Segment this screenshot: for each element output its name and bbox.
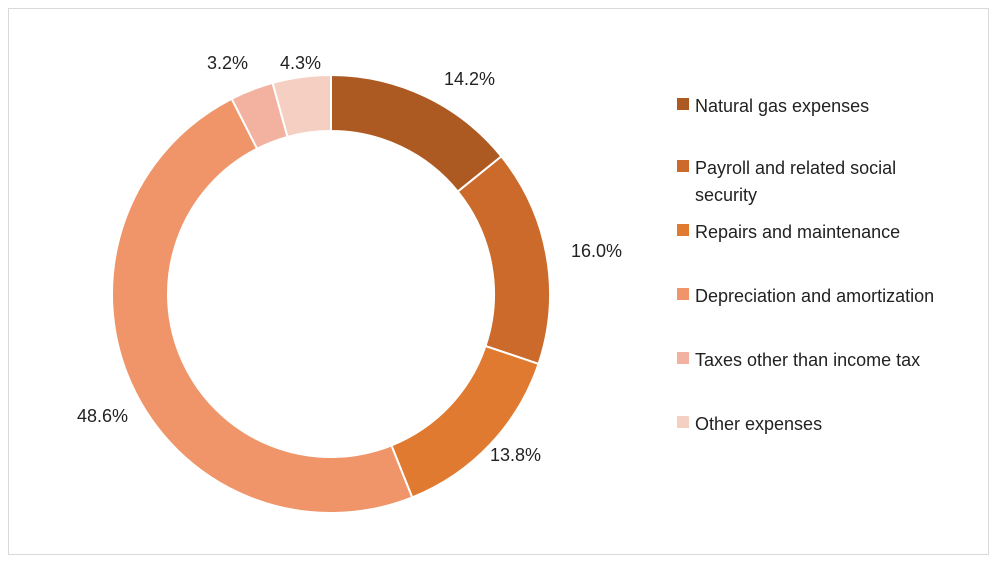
data-label-5: 3.2% [207,53,248,73]
legend-swatch [677,98,689,110]
data-label-3: 13.8% [490,445,541,465]
legend-swatch [677,352,689,364]
data-label-4: 48.6% [77,406,128,426]
legend-label: Depreciation and amortization [695,286,935,306]
donut-slice-6 [271,73,332,139]
donut-slice-2 [456,154,551,366]
data-label-1: 14.2% [444,69,495,89]
legend-label: Natural gas expenses [695,96,870,116]
data-label-2: 16.0% [571,241,622,261]
chart-frame: 14.2% 16.0% 13.8% 48.6% 3.2% 4.3% Natural gas… [8,8,989,555]
legend-swatch [677,416,689,428]
legend-swatch [677,224,689,236]
donut-chart: 14.2% 16.0% 13.8% 48.6% 3.2% 4.3% [77,53,622,514]
legend-swatch [677,160,689,172]
donut-slice-4 [111,97,414,514]
data-label-6: 4.3% [280,53,321,73]
legend-label: Taxes other than income tax [695,350,921,370]
legend-label: Payroll and related social security [695,158,897,205]
donut-slice-3 [390,344,540,499]
legend-swatch [677,288,689,300]
donut-slice-1 [330,73,503,193]
legend-label: Repairs and maintenance [695,222,901,242]
legend-label: Other expenses [695,414,823,434]
